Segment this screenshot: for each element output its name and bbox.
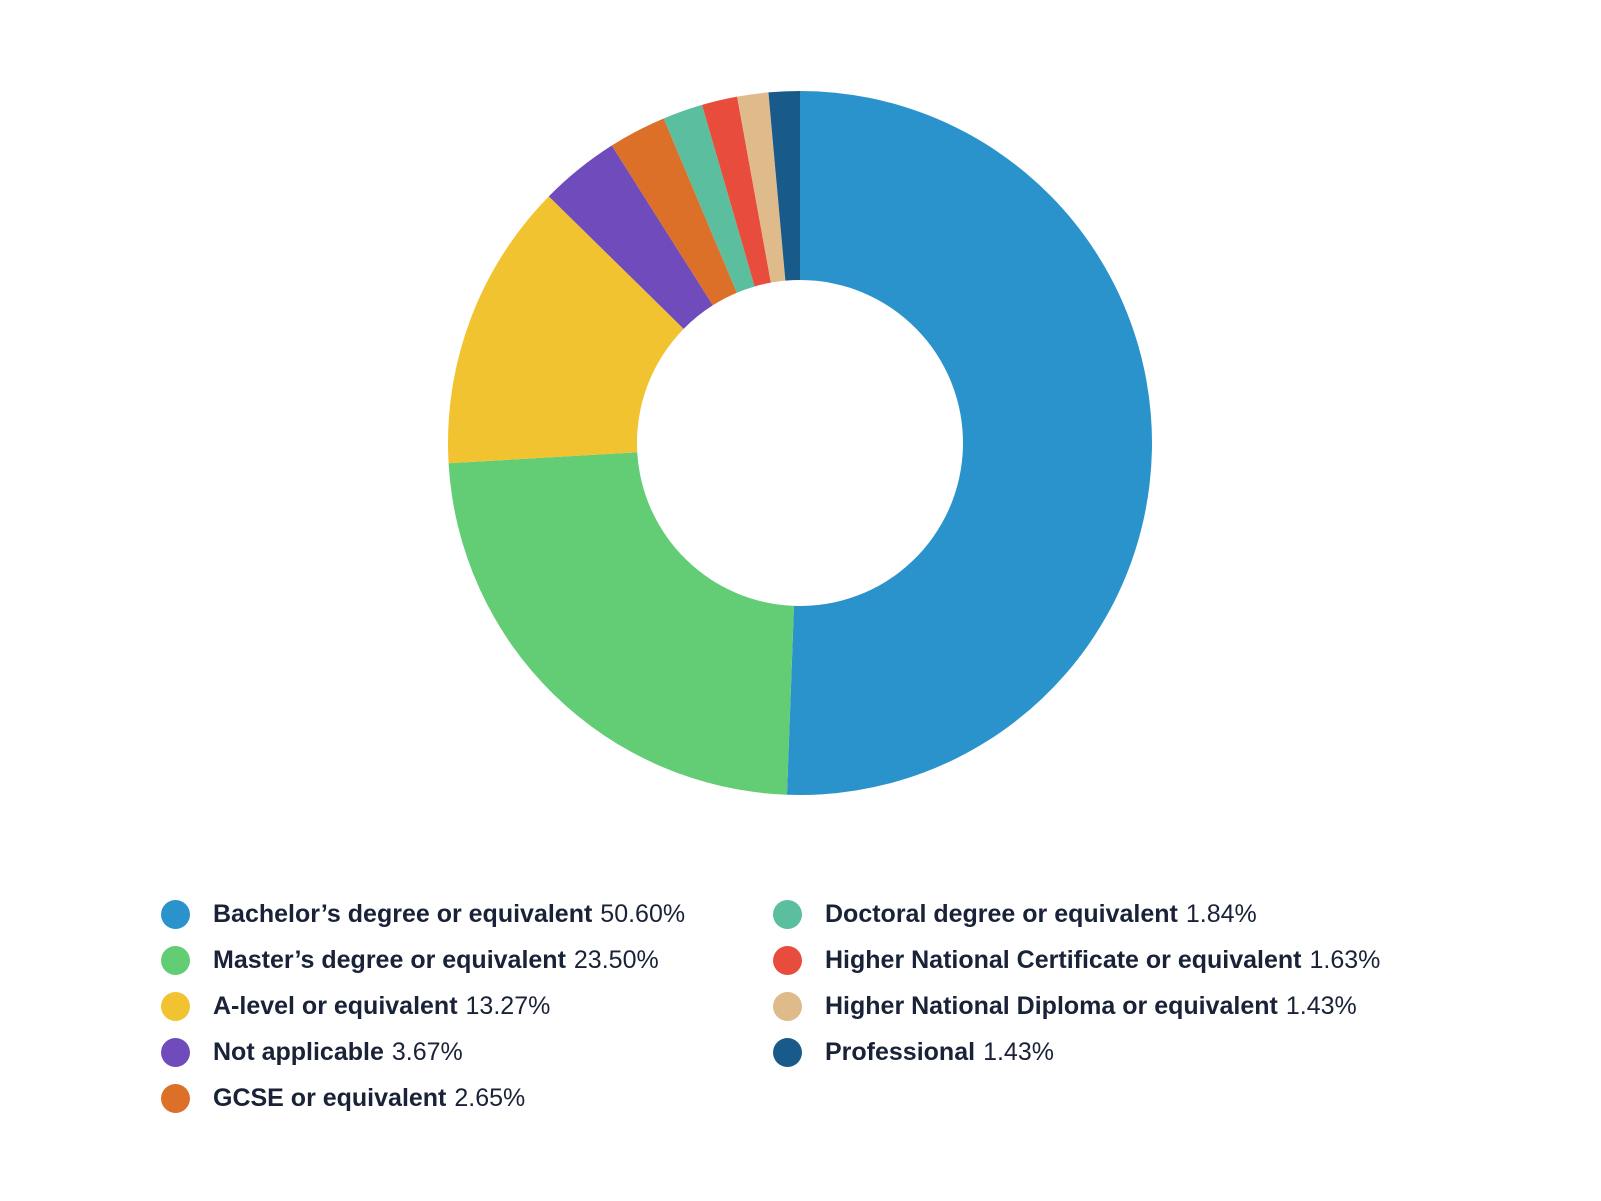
legend-swatch [161, 945, 190, 975]
legend-column-left: Bachelor’s degree or equivalent 50.60% M… [161, 891, 685, 1121]
legend-swatch [161, 1037, 190, 1067]
chart-legend: Bachelor’s degree or equivalent 50.60% M… [161, 891, 1461, 1131]
legend-item: Master’s degree or equivalent 23.50% [161, 937, 685, 983]
donut-slice [448, 452, 794, 795]
legend-swatch [161, 991, 190, 1021]
legend-value: 50.60% [600, 899, 686, 928]
legend-value: 1.84% [1185, 899, 1257, 928]
legend-item: Higher National Certificate or equivalen… [773, 937, 1380, 983]
legend-label: Master’s degree or equivalent [213, 945, 566, 974]
legend-value: 1.63% [1309, 945, 1381, 974]
donut-slice [702, 96, 771, 287]
legend-label: Bachelor’s degree or equivalent [213, 899, 593, 928]
legend-label: Higher National Diploma or equivalent [825, 991, 1278, 1020]
legend-label: Not applicable [213, 1037, 384, 1066]
donut-slice [768, 91, 800, 281]
legend-value: 23.50% [573, 945, 659, 974]
legend-item: A-level or equivalent 13.27% [161, 983, 685, 1029]
legend-value: 1.43% [983, 1037, 1054, 1066]
legend-swatch [161, 899, 190, 929]
legend-swatch [161, 1083, 190, 1113]
donut-slices [448, 91, 1153, 795]
legend-label: GCSE or equivalent [213, 1083, 447, 1112]
legend-label: Doctoral degree or equivalent [825, 899, 1178, 928]
legend-item: GCSE or equivalent 2.65% [161, 1075, 685, 1121]
legend-item: Bachelor’s degree or equivalent 50.60% [161, 891, 685, 937]
legend-column-right: Doctoral degree or equivalent 1.84% High… [773, 891, 1380, 1075]
donut-slice [611, 118, 737, 306]
donut-slice [737, 92, 786, 283]
legend-value: 3.67% [391, 1037, 463, 1066]
legend-swatch [773, 991, 802, 1021]
donut-slice [548, 145, 713, 329]
legend-label: Professional [825, 1037, 976, 1066]
legend-item: Not applicable 3.67% [161, 1029, 685, 1075]
legend-swatch [773, 1037, 802, 1067]
donut-slice [663, 104, 755, 293]
legend-value: 1.43% [1285, 991, 1357, 1020]
legend-item: Doctoral degree or equivalent 1.84% [773, 891, 1380, 937]
legend-label: A-level or equivalent [213, 991, 458, 1020]
legend-swatch [773, 945, 802, 975]
legend-value: 13.27% [465, 991, 551, 1020]
legend-label: Higher National Certificate or equivalen… [825, 945, 1302, 974]
donut-slice [448, 196, 684, 464]
legend-item: Professional 1.43% [773, 1029, 1380, 1075]
legend-value: 2.65% [454, 1083, 526, 1112]
donut-slice [786, 91, 1153, 795]
legend-swatch [773, 899, 802, 929]
legend-item: Higher National Diploma or equivalent 1.… [773, 983, 1380, 1029]
